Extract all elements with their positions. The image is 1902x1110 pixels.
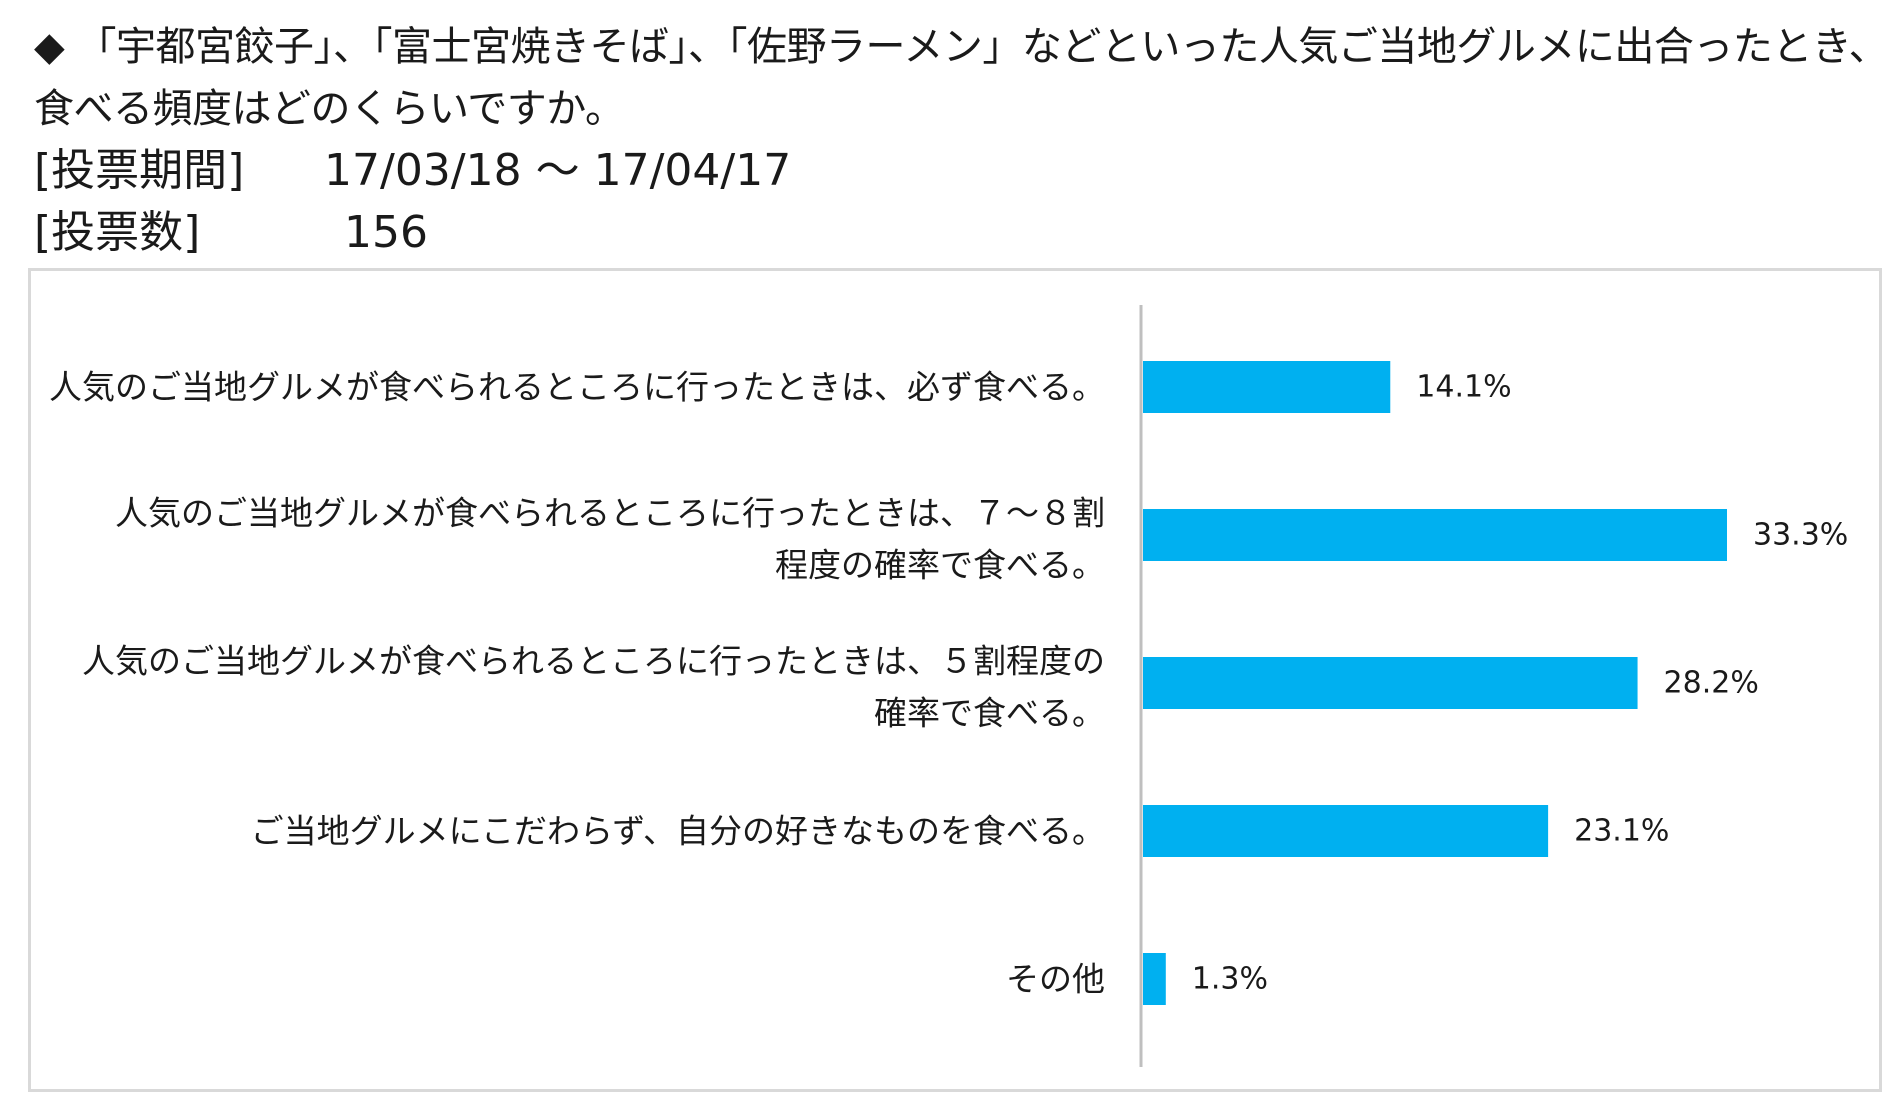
vote-count-value: 156 — [344, 207, 428, 258]
chart-panel: 14.1% 人気のご当地グルメが食べられるところに行ったときは、必ず食べる。 33.… — [28, 268, 1882, 1092]
question-line-2: 食べる頻度はどのくらいですか。 — [34, 86, 625, 132]
category-label-5-line-1: その他 — [1006, 960, 1105, 999]
bar-2 — [1143, 509, 1727, 561]
value-label-1: 14.1% — [1416, 370, 1511, 405]
bar-1 — [1143, 361, 1391, 413]
category-label-4-line-1: ご当地グルメにこだわらず、自分の好きなものを食べる。 — [251, 812, 1105, 851]
value-label-2: 33.3% — [1753, 518, 1848, 553]
voting-period-label: [投票期間] — [34, 145, 245, 196]
category-label-2-line-1: 人気のご当地グルメが食べられるところに行ったときは、７～８割 — [115, 494, 1105, 533]
category-label-3-line-1: 人気のご当地グルメが食べられるところに行ったときは、５割程度の — [82, 642, 1105, 681]
value-label-3: 28.2% — [1664, 666, 1759, 701]
voting-period-value: 17/03/18 ～ 17/04/17 — [324, 145, 792, 196]
vote-count: [投票数] 156 — [34, 202, 1884, 264]
vote-count-label: [投票数] — [34, 207, 201, 258]
question-line-1: ◆ 「宇都宮餃子」、「富士宮焼きそば」、「佐野ラーメン」などといった人気ご当地グ… — [34, 24, 1889, 70]
bar-4 — [1143, 805, 1549, 857]
category-label-3-line-2: 確率で食べる。 — [874, 694, 1105, 733]
value-label-4: 23.1% — [1574, 814, 1669, 849]
voting-period: [投票期間] 17/03/18 ～ 17/04/17 — [34, 140, 1884, 202]
value-label-5: 1.3% — [1192, 962, 1268, 997]
bar-chart: 14.1% 人気のご当地グルメが食べられるところに行ったときは、必ず食べる。 33.… — [49, 305, 1848, 1067]
category-label-1-line-1: 人気のご当地グルメが食べられるところに行ったときは、必ず食べる。 — [49, 368, 1105, 407]
survey-header: ◆ 「宇都宮餃子」、「富士宮焼きそば」、「佐野ラーメン」などといった人気ご当地グ… — [34, 16, 1889, 264]
category-label-2-line-2: 程度の確率で食べる。 — [775, 546, 1105, 585]
bar-3 — [1143, 657, 1638, 709]
bar-5 — [1143, 953, 1166, 1005]
